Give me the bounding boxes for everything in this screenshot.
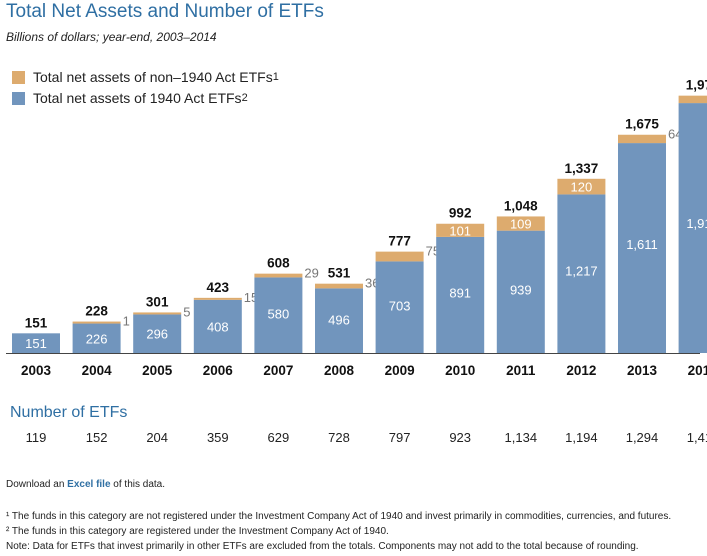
- tick-label-2011: 2011: [506, 363, 536, 378]
- label-1940-2012: 1,217: [565, 264, 598, 279]
- legend-label-1940: Total net assets of 1940 Act ETFs: [33, 90, 242, 106]
- download-prefix: Download an: [6, 479, 68, 490]
- etf-count-2007: 629: [267, 430, 290, 445]
- etf-count-2004: 152: [85, 430, 108, 445]
- etf-count-2010: 923: [449, 430, 472, 445]
- tick-label-2014: 2014: [688, 363, 707, 378]
- tick-label-2013: 2013: [627, 363, 658, 378]
- label-total-2010: 992: [449, 206, 472, 221]
- tick-label-2009: 2009: [385, 363, 415, 378]
- label-total-2004: 228: [85, 304, 108, 319]
- bar-1940-2007: [254, 277, 303, 353]
- bar-1940-2006: [193, 299, 242, 353]
- etf-count-row: 119 152 204 359 629 728 797 923 1,134 1,194 1,294 1…: [0, 430, 707, 448]
- label-total-2009: 777: [388, 234, 411, 249]
- tick-label-2006: 2006: [203, 363, 234, 378]
- bar-1940-2011: [496, 230, 545, 353]
- bar-non1940-2012: [557, 178, 606, 195]
- etf-count-2014: 1,411: [686, 430, 707, 445]
- tick-label-2012: 2012: [566, 363, 596, 378]
- label-total-2005: 301: [146, 294, 169, 309]
- excel-file-link[interactable]: Excel file: [67, 479, 111, 490]
- label-1940-2005: 296: [146, 327, 168, 342]
- etf-count-2013: 1,294: [625, 430, 659, 445]
- label-1940-2014: 1,918: [686, 216, 707, 231]
- label-1940-2010: 891: [449, 286, 471, 301]
- label-1940-2007: 580: [268, 307, 290, 322]
- tick-label-2007: 2007: [263, 363, 293, 378]
- bar-non1940-2011: [496, 216, 545, 231]
- label-total-2008: 531: [328, 266, 351, 281]
- bar-1940-2013: [618, 143, 666, 353]
- legend-label-non1940: Total net assets of non–1940 Act ETFs: [33, 69, 273, 85]
- bar-non1940-2009: [375, 251, 424, 262]
- legend-sup-1940: 2: [241, 92, 248, 104]
- tick-label-2004: 2004: [82, 363, 113, 378]
- tick-label-2005: 2005: [142, 363, 173, 378]
- label-total-2003: 151: [25, 315, 48, 330]
- etf-count-2005: 204: [146, 430, 169, 445]
- label-total-2013: 1,675: [625, 117, 659, 132]
- bar-non1940-2005: [133, 312, 182, 315]
- label-1940-2013: 1,611: [626, 237, 658, 252]
- label-1940-2004: 226: [86, 331, 108, 346]
- download-line: Download an Excel file of this data.: [6, 479, 165, 490]
- etf-count-2009: 797: [388, 430, 411, 445]
- label-non1940-2007: 29: [304, 266, 318, 281]
- label-non1940-2005: 5: [183, 304, 190, 319]
- label-total-2011: 1,048: [504, 198, 538, 213]
- label-non1940-2004: 1: [123, 314, 130, 329]
- etf-count-2003: 119: [25, 430, 47, 445]
- label-1940-2006: 408: [207, 319, 229, 334]
- label-non1940-2011: 109: [510, 217, 532, 232]
- bar-1940-2009: [375, 261, 424, 353]
- etf-count-2008: 728: [328, 430, 350, 445]
- label-1940-2008: 496: [328, 312, 350, 327]
- bar-1940-2005: [133, 314, 182, 353]
- label-total-2007: 608: [267, 256, 290, 271]
- bar-1940-2012: [557, 194, 606, 353]
- footnote-note: Note: Data for ETFs that invest primaril…: [6, 541, 639, 552]
- legend-item-1940: Total net assets of 1940 Act ETFs 2: [12, 90, 248, 106]
- bar-1940-2004: [72, 323, 121, 353]
- etf-count-2012: 1,194: [565, 430, 598, 445]
- stacked-bar-chart: 1511512003226122820042965301200540815423…: [6, 78, 707, 378]
- bar-1940-2003: [12, 333, 60, 353]
- footnote-2: ² The funds in this category are registe…: [6, 526, 389, 537]
- chart-title: Total Net Assets and Number of ETFs: [6, 1, 324, 22]
- label-1940-2011: 939: [510, 282, 532, 297]
- bar-1940-2014: [678, 103, 707, 354]
- bar-1940-2010: [436, 236, 485, 353]
- label-1940-2003: 151: [25, 336, 47, 351]
- tick-label-2008: 2008: [324, 363, 355, 378]
- footnote-1: ¹ The funds in this category are not reg…: [6, 511, 672, 522]
- bar-non1940-2006: [193, 297, 242, 300]
- download-suffix: of this data.: [110, 479, 165, 490]
- etf-count-2006: 359: [206, 430, 229, 445]
- legend-swatch-non1940: [12, 70, 25, 84]
- bar-non1940-2013: [618, 134, 666, 144]
- legend-swatch-1940: [12, 91, 25, 105]
- bar-non1940-2007: [254, 273, 303, 278]
- label-1940-2009: 703: [389, 298, 411, 313]
- label-total-2014: 1,974: [686, 78, 707, 93]
- bar-1940-2008: [315, 288, 363, 353]
- tick-label-2010: 2010: [445, 363, 475, 378]
- tick-label-2003: 2003: [21, 363, 52, 378]
- etf-count-2011: 1,134: [504, 430, 538, 445]
- label-non1940-2010: 101: [449, 223, 471, 238]
- bar-non1940-2014: [678, 95, 707, 104]
- etf-count-title: Number of ETFs: [10, 404, 128, 421]
- legend-sup-non1940: 1: [272, 71, 279, 83]
- chart-subtitle: Billions of dollars; year-end, 2003–2014: [6, 30, 217, 44]
- label-total-2012: 1,337: [565, 161, 599, 176]
- label-total-2006: 423: [207, 280, 230, 295]
- legend-item-non1940: Total net assets of non–1940 Act ETFs 1: [12, 69, 279, 85]
- bar-non1940-2004: [72, 321, 121, 324]
- label-non1940-2012: 120: [571, 180, 593, 195]
- bar-non1940-2008: [315, 283, 363, 289]
- bar-non1940-2010: [436, 223, 485, 237]
